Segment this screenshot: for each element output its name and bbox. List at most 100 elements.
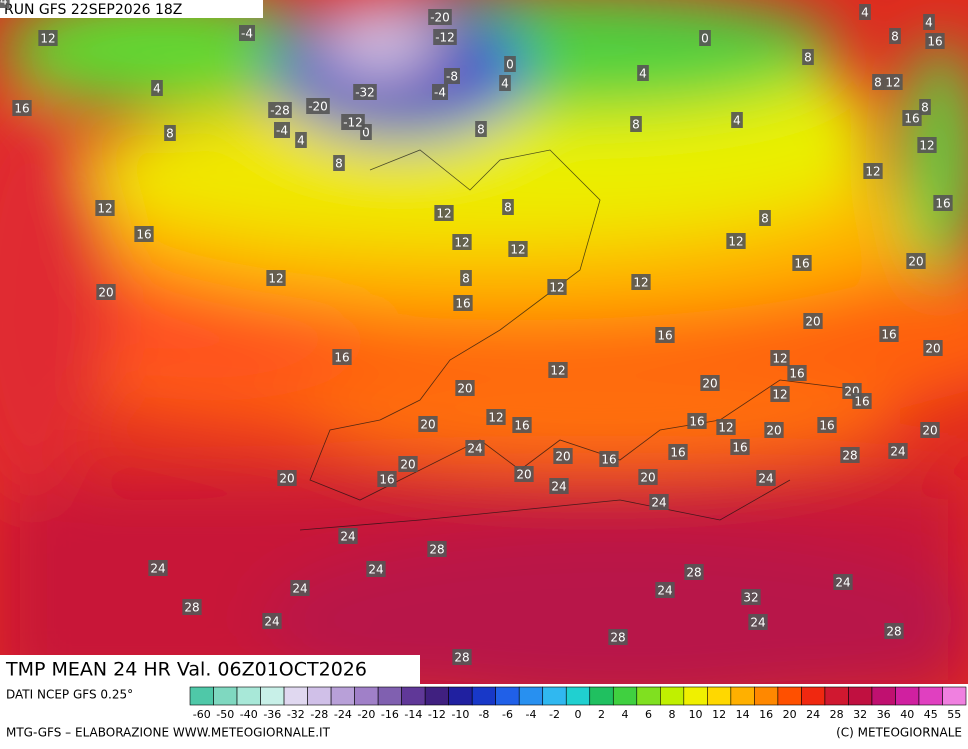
- legend-label: 0: [575, 708, 582, 721]
- contour-label: 16: [514, 419, 529, 433]
- contour-label-box: [917, 137, 937, 153]
- legend-label: -40: [240, 708, 258, 721]
- legend-label: -50: [216, 708, 234, 721]
- legend-swatch: [307, 686, 332, 706]
- legend-swatch: [189, 686, 214, 706]
- contour-label: -8: [446, 70, 458, 84]
- legend-label: -16: [381, 708, 399, 721]
- contour-label: 12: [772, 388, 787, 402]
- contour-label: 20: [908, 255, 923, 269]
- contour-label-box: [925, 33, 945, 49]
- legend-swatch: [260, 686, 285, 706]
- contour-label: -12: [435, 31, 455, 45]
- contour-label-box: [96, 284, 116, 300]
- legend-label: 24: [806, 708, 820, 721]
- legend-swatch: [754, 686, 779, 706]
- contour-label: 24: [890, 445, 905, 459]
- contour-label-box: [268, 102, 292, 118]
- contour-label-box: [759, 210, 771, 226]
- contour-label: 16: [14, 102, 29, 116]
- contour-label-box: [770, 386, 790, 402]
- legend-label: 2: [598, 708, 605, 721]
- contour-label: 4: [733, 114, 741, 128]
- contour-label-box: [499, 75, 511, 91]
- contour-label: 8: [462, 272, 470, 286]
- contour-label-box: [465, 440, 485, 456]
- contour-label: 24: [150, 562, 165, 576]
- contour-label: 12: [549, 281, 564, 295]
- legend-label: -8: [478, 708, 489, 721]
- legend-label: 10: [689, 708, 703, 721]
- contour-label: 16: [455, 297, 470, 311]
- contour-label: 24: [551, 480, 566, 494]
- contour-label-box: [668, 444, 688, 460]
- source-label: DATI NCEP GFS 0.25°: [6, 688, 133, 702]
- contour-label-box: [547, 279, 567, 295]
- contour-label-box: [817, 417, 837, 433]
- contour-label-box: [859, 4, 871, 20]
- contour-label-box: [262, 613, 282, 629]
- legend-label: 14: [736, 708, 750, 721]
- contour-label-box: [366, 561, 386, 577]
- contour-label-box: [748, 614, 768, 630]
- contour-label: 16: [935, 197, 950, 211]
- legend-swatch: [542, 686, 567, 706]
- contour-label: 12: [885, 76, 900, 90]
- contour-label: 20: [766, 424, 781, 438]
- contour-label-box: [630, 116, 642, 132]
- contour-label-box: [655, 582, 675, 598]
- legend-label: -28: [310, 708, 328, 721]
- contour-label: 20: [805, 315, 820, 329]
- contour-label-box: [787, 365, 807, 381]
- contour-label: -12: [343, 116, 363, 130]
- contour-label-box: [840, 447, 860, 463]
- contour-label-box: [833, 574, 853, 590]
- contour-label-box: [353, 84, 377, 100]
- contour-label: 24: [292, 582, 307, 596]
- contour-label-box: [460, 270, 472, 286]
- contour-label: 12: [865, 165, 880, 179]
- contour-label: 20: [516, 468, 531, 482]
- contour-label: 12: [268, 272, 283, 286]
- contour-label: 12: [488, 411, 503, 425]
- contour-label-box: [295, 132, 307, 148]
- contour-label: 4: [153, 82, 161, 96]
- contour-label-box: [802, 49, 814, 65]
- contour-label: 16: [927, 35, 942, 49]
- legend-label: -6: [502, 708, 513, 721]
- contour-label-box: [341, 114, 365, 130]
- contour-label-box: [151, 80, 163, 96]
- contour-label: 20: [925, 342, 940, 356]
- legend-label: -12: [428, 708, 446, 721]
- contour-label-box: [863, 163, 883, 179]
- legend-label: 12: [712, 708, 726, 721]
- contour-label: 20: [922, 424, 937, 438]
- contour-label: 4: [297, 134, 305, 148]
- contour-label: 24: [758, 472, 773, 486]
- contour-label-box: [792, 255, 812, 271]
- contour-label-box: [852, 393, 872, 409]
- contour-label-box: [134, 226, 154, 242]
- title-box: [0, 655, 420, 684]
- legend-label: -20: [357, 708, 375, 721]
- contour-label: 16: [657, 329, 672, 343]
- contour-label-box: [398, 456, 418, 472]
- legend-swatch: [495, 686, 520, 706]
- contour-label: 0: [506, 58, 514, 72]
- contour-label-box: [0, 0, 10, 8]
- map-title: TMP MEAN 24 HR Val. 06Z01OCT2026: [5, 659, 367, 681]
- contour-label: 20: [98, 286, 113, 300]
- contour-label: 28: [429, 543, 444, 557]
- contour-label: 16: [670, 446, 685, 460]
- contour-label: 24: [264, 615, 279, 629]
- contour-label: 8: [632, 118, 640, 132]
- contour-label: 8: [761, 212, 769, 226]
- contour-label: 12: [718, 421, 733, 435]
- contour-label-box: [290, 580, 310, 596]
- legend-label: 36: [877, 708, 891, 721]
- legend-swatch: [824, 686, 849, 706]
- legend-swatch: [330, 686, 355, 706]
- contour-label-box: [95, 200, 115, 216]
- legend-label: 20: [783, 708, 797, 721]
